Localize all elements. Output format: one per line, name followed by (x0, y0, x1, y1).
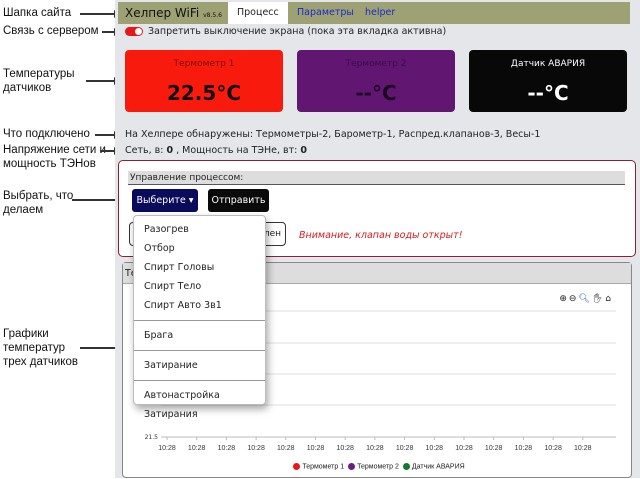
x-tick-label: 10:28 (307, 445, 325, 452)
process-control-title: Управление процессом: (128, 171, 625, 185)
menu-item[interactable]: Затирание (144, 360, 198, 371)
arrow (80, 10, 120, 18)
x-tick-label: 10:28 (485, 445, 503, 452)
menu-item[interactable]: Брага (144, 330, 174, 341)
chart-plot: 21.5 10:28 10:28 10:28 10:28 10:28 10:28 10:28 1… (145, 310, 616, 452)
zoom-select-icon[interactable]: 🔍︎ (578, 294, 592, 304)
sensor-card-2: Термометр 2 --°C (297, 50, 455, 112)
annotation-temps: Температуры датчиков (3, 68, 75, 94)
annotation-choose: Выбрать, что делаем (3, 190, 74, 216)
arrow (80, 344, 122, 352)
legend-marker (348, 463, 356, 470)
sensor-value: --°C (355, 81, 397, 105)
x-tick-label: 10:28 (247, 445, 265, 452)
menu-divider (134, 320, 265, 321)
annotation-power: Напряжение сети и мощность ТЭНов (3, 144, 106, 170)
zoom-in-icon[interactable]: ⊕ (559, 294, 569, 304)
x-tick-label: 10:28 (455, 445, 473, 452)
x-tick-label: 10:28 (574, 445, 592, 452)
x-tick-label: 10:28 (218, 445, 236, 452)
annotation-connected: Что подключено (3, 128, 90, 140)
sensor-card-3: Датчик АВАРИЯ --°C (469, 50, 627, 112)
select-process-dropdown[interactable]: Выберите ▾ (132, 189, 198, 212)
tab-helper[interactable]: helper (365, 7, 396, 18)
menu-divider (134, 350, 265, 351)
home-icon[interactable]: ⌂ (605, 294, 613, 304)
menu-divider (134, 380, 265, 381)
x-tick-label: 10:28 (277, 445, 295, 452)
legend-label[interactable]: Датчик АВАРИЯ (411, 463, 465, 471)
power-info: Сеть, в: 0 , Мощность на ТЭНе, вт: 0 (125, 145, 308, 156)
process-control-panel: Управление процессом: Выберите ▾ Отправи… (118, 160, 636, 257)
annotation-charts: Графики температур трех датчиков (3, 328, 78, 368)
water-valve-warning: Внимание, клапан воды открыт! (299, 230, 463, 241)
screen-lock-toggle[interactable] (125, 27, 143, 36)
chart-legend: Термометр 1 Термометр 2 Датчик АВАРИЯ (123, 463, 631, 470)
send-button[interactable]: Отправить (208, 189, 269, 212)
x-tick-label: 10:28 (396, 445, 414, 452)
tab-parameters[interactable]: Параметры (297, 7, 354, 18)
legend-label[interactable]: Термометр 2 (357, 463, 399, 471)
menu-item[interactable]: Автонастройка Затирания (144, 390, 220, 420)
arrow (86, 77, 120, 85)
screen-lock-label: Запретить выключение экрана (пока эта вк… (148, 26, 447, 37)
y-tick-label: 21.5 (145, 434, 159, 441)
sensor-value: 22.5°C (166, 81, 242, 105)
menu-item[interactable]: Спирт Тело (144, 281, 202, 292)
site-header: Хелпер WiFi v8.5.6 Процесс Параметры hel… (118, 2, 630, 24)
brand-title: Хелпер WiFi (125, 6, 200, 20)
legend-marker (402, 463, 410, 470)
chart-toolbar: ⊕⊖🔍︎✋︎⌂ (559, 294, 613, 304)
x-tick-label: 10:28 (544, 445, 562, 452)
sensor-value: --°C (527, 81, 569, 105)
x-tick-label: 10:28 (366, 445, 384, 452)
process-dropdown-menu: Разогрев Отбор Спирт Головы Спирт Тело Спирт… (133, 215, 266, 420)
legend-label[interactable]: Термометр 1 (302, 463, 345, 471)
sensor-name: Термометр 2 (345, 59, 407, 69)
sensor-card-1: Термометр 1 22.5°C (125, 50, 283, 112)
brand: Хелпер WiFi v8.5.6 (125, 6, 222, 20)
legend-marker (293, 463, 301, 470)
zoom-out-icon[interactable]: ⊖ (568, 294, 579, 304)
x-tick-label: 10:28 (188, 445, 206, 452)
x-tick-label: 10:28 (515, 445, 533, 452)
menu-item[interactable]: Отбор (144, 243, 175, 254)
main-page: Хелпер WiFi v8.5.6 Процесс Параметры hel… (115, 0, 640, 478)
detected-devices: На Хелпере обнаружены: Термометры-2, Бар… (125, 129, 541, 140)
version: v8.5.6 (203, 12, 222, 19)
menu-item[interactable]: Спирт Головы (144, 262, 215, 273)
tab-process[interactable]: Процесс (228, 2, 288, 24)
menu-item[interactable]: Разогрев (144, 224, 189, 235)
x-tick-label: 10:28 (426, 445, 444, 452)
sensor-name: Термометр 1 (173, 59, 235, 69)
menu-item[interactable]: Спирт Авто 3в1 (144, 300, 222, 311)
annotation-server: Связь с сервером (3, 25, 99, 37)
sensor-name: Датчик АВАРИЯ (510, 59, 586, 69)
pan-icon[interactable]: ✋︎ (591, 294, 606, 304)
x-tick-label: 10:28 (158, 445, 176, 452)
x-tick-label: 10:28 (336, 445, 354, 452)
annotation-header: Шапка сайта (3, 7, 72, 19)
